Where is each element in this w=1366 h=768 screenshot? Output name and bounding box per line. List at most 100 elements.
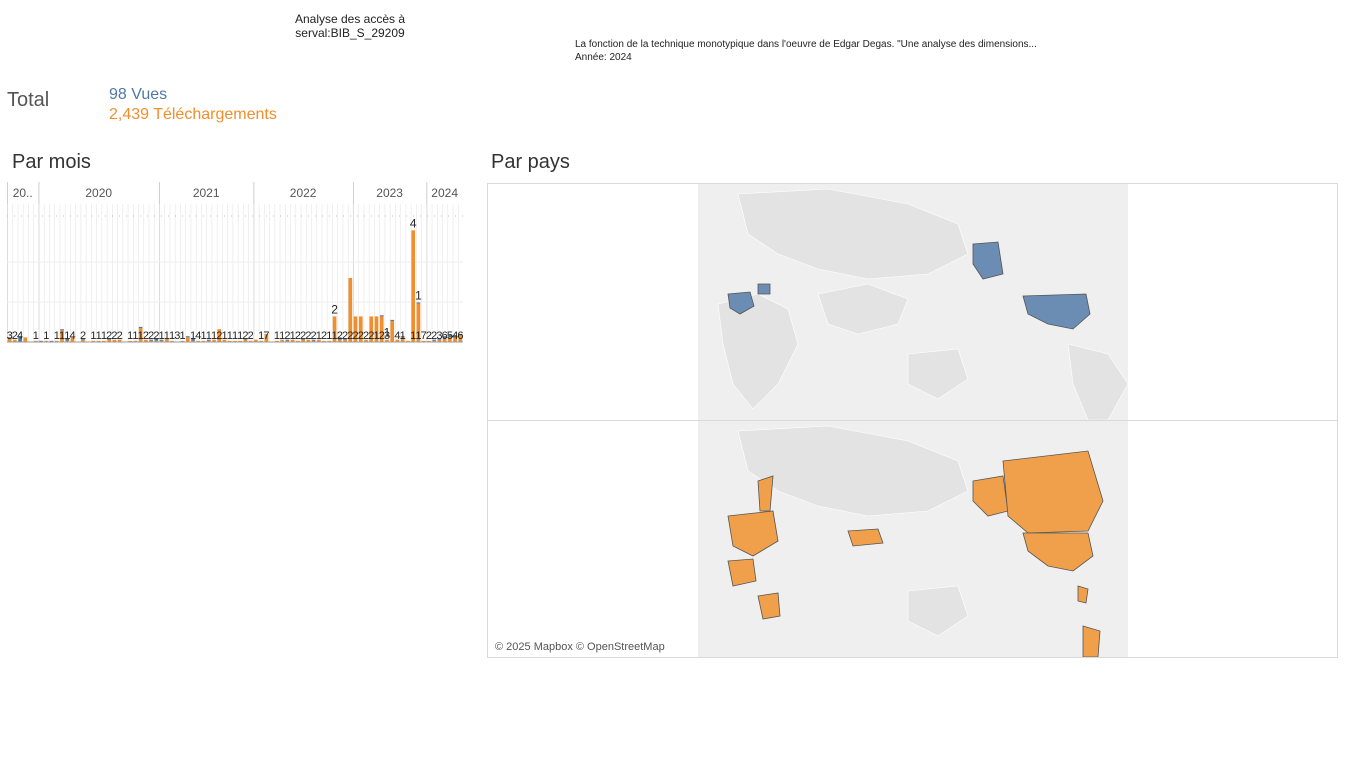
bar-downloads[interactable] [442,338,447,342]
bar-downloads[interactable] [238,340,243,342]
bar-downloads[interactable] [212,339,216,342]
bar-downloads[interactable] [201,340,206,342]
bar-views[interactable] [154,338,159,341]
bar-views[interactable] [138,326,143,329]
bar-downloads[interactable] [243,339,248,342]
bar-downloads[interactable] [280,339,284,342]
bar-downloads[interactable] [159,340,164,342]
bar-views[interactable] [416,302,421,304]
bar-views[interactable] [453,335,457,337]
bar-downloads[interactable] [117,339,122,342]
bar-views[interactable] [432,339,436,341]
bar-views[interactable] [285,339,290,341]
bar-views[interactable] [65,338,70,341]
bar-downloads[interactable] [144,339,148,342]
bar-downloads[interactable] [338,339,342,342]
bar-downloads[interactable] [364,339,368,342]
bar-downloads[interactable] [170,340,174,342]
bar-downloads[interactable] [254,339,258,342]
bar-downloads[interactable] [448,337,452,342]
bar-downloads[interactable] [317,339,321,342]
bar-downloads[interactable] [196,340,201,342]
bar-views[interactable] [7,337,12,339]
bar-downloads[interactable] [13,339,17,342]
bar-downloads[interactable] [385,339,389,342]
bar-downloads[interactable] [154,340,159,342]
bar-downloads[interactable] [306,339,311,342]
bar-downloads[interactable] [222,339,227,342]
bar-downloads[interactable] [186,337,190,342]
bar-views[interactable] [107,338,112,340]
bar-views[interactable] [18,336,22,342]
bar-downloads[interactable] [395,339,400,342]
bar-views[interactable] [191,338,195,341]
bar-views[interactable] [458,333,463,336]
bar-downloads[interactable] [233,340,237,342]
bar-downloads[interactable] [34,340,38,342]
bar-downloads[interactable] [54,340,59,342]
bar-downloads[interactable] [149,340,153,342]
bar-downloads[interactable] [348,278,353,342]
bar-downloads[interactable] [128,340,132,342]
bar-downloads[interactable] [217,329,222,342]
country-map[interactable]: © 2025 Mapbox © OpenStreetMap [487,183,1338,658]
monthly-bar-chart[interactable]: 20..2020202120222023202420..324111114211… [7,182,463,344]
bar-views[interactable] [81,338,85,340]
bar-downloads[interactable] [311,340,316,342]
bar-views[interactable] [442,336,447,339]
bar-downloads[interactable] [60,330,64,342]
bar-views[interactable] [186,336,190,338]
downloads-map[interactable] [488,421,1337,657]
bar-downloads[interactable] [112,339,117,342]
bar-downloads[interactable] [400,337,405,342]
bar-downloads[interactable] [343,339,347,342]
bar-downloads[interactable] [427,340,431,342]
bar-downloads[interactable] [296,340,300,342]
bar-views[interactable] [338,337,342,340]
bar-views[interactable] [149,339,153,341]
bar-downloads[interactable] [327,340,332,342]
views-map[interactable] [488,184,1337,420]
bar-downloads[interactable] [458,335,463,342]
bar-views[interactable] [243,338,248,340]
bar-downloads[interactable] [206,340,211,342]
bar-downloads[interactable] [290,339,295,342]
bar-views[interactable] [437,338,442,340]
bar-views[interactable] [159,339,164,341]
bar-downloads[interactable] [102,340,106,342]
bar-views[interactable] [311,339,316,341]
bar-downloads[interactable] [453,336,457,342]
bar-downloads[interactable] [65,340,70,342]
bar-views[interactable] [301,338,305,340]
bar-downloads[interactable] [165,338,169,342]
bar-downloads[interactable] [248,340,253,342]
bar-downloads[interactable] [358,316,363,342]
bar-views[interactable] [379,315,384,317]
bar-downloads[interactable] [285,340,290,342]
bar-downloads[interactable] [432,340,436,342]
bar-downloads[interactable] [227,340,232,342]
bar-downloads[interactable] [421,340,426,342]
bar-views[interactable] [39,340,43,342]
bar-downloads[interactable] [411,230,416,342]
bar-views[interactable] [343,338,347,340]
bar-downloads[interactable] [44,340,49,342]
bar-downloads[interactable] [23,337,28,342]
bar-views[interactable] [448,335,452,338]
bar-downloads[interactable] [301,339,305,342]
bar-downloads[interactable] [133,340,138,342]
bar-downloads[interactable] [390,321,395,342]
bar-downloads[interactable] [437,339,442,342]
bar-downloads[interactable] [369,316,374,342]
bar-downloads[interactable] [70,337,75,342]
bar-views[interactable] [206,339,211,341]
bar-downloads[interactable] [416,303,421,342]
bar-downloads[interactable] [353,316,358,342]
bar-views[interactable] [390,319,395,322]
bar-views[interactable] [400,336,405,338]
bar-downloads[interactable] [264,333,269,342]
bar-downloads[interactable] [138,328,143,342]
bar-downloads[interactable] [7,338,12,342]
bar-downloads[interactable] [191,340,195,342]
bar-downloads[interactable] [180,340,185,342]
